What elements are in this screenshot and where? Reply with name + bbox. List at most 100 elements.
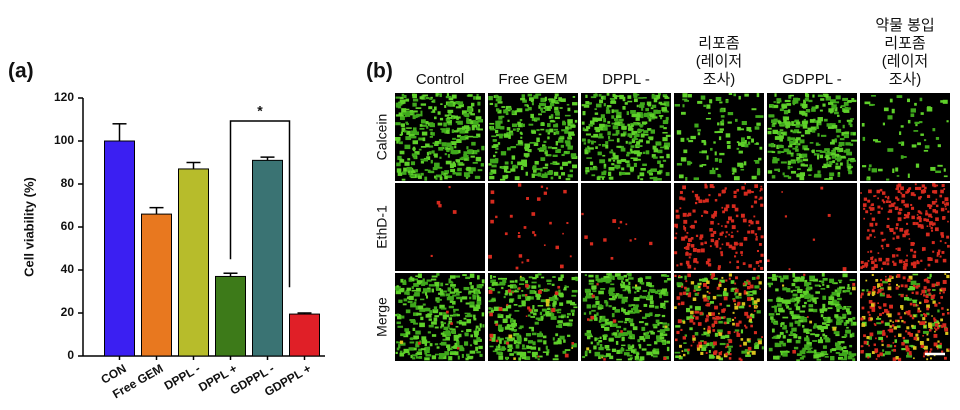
micrograph [395,183,485,271]
cell-green [786,350,788,352]
cell-green [441,333,444,335]
cell-red [718,223,720,225]
bar [142,214,172,356]
cell-green [561,129,566,131]
cell-red [680,329,682,331]
cell-red [893,237,895,239]
cell-green [528,340,533,343]
cell-red [688,238,692,242]
cell-green [400,97,404,99]
cell-green [662,315,665,317]
y-tick-label: 20 [61,305,75,319]
cell-green [627,101,632,103]
cell-red [896,223,899,226]
cell-green [584,105,589,108]
cell-red [701,215,703,217]
cell-red [681,237,685,241]
cell-green [757,171,760,175]
cell-green [604,103,606,106]
cell-red [758,227,761,230]
cell-red [685,236,688,239]
cell-red [930,348,932,350]
cell-red [518,183,521,186]
cell-green [757,310,761,313]
cell-green [634,150,640,154]
cell-green [529,124,534,126]
bar [179,169,209,356]
cell-green [518,140,523,144]
cell-red [882,332,884,334]
cell-red [935,217,939,221]
cell-green [800,316,804,320]
cell-red [922,335,924,337]
cell-red [750,325,753,328]
cell-green [668,143,670,147]
cell-red [596,283,598,285]
cell-red [874,236,876,238]
cell-green [400,279,403,283]
cell-green [495,95,498,99]
cell-green [769,285,771,287]
cell-red [581,213,583,215]
cell-green [932,323,935,327]
cell-red [721,277,723,279]
cell-green [826,178,828,180]
cell-red [754,310,756,312]
cell-red [709,292,711,294]
cell-red [741,214,745,218]
cell-green [774,323,779,325]
cell-green [397,314,399,316]
cell-red [759,243,762,246]
cell-green [543,336,547,339]
cell-red [694,268,696,270]
cell-red [640,310,642,312]
cell-red [721,254,723,256]
cell-green [937,165,942,167]
cell-green [480,323,482,327]
cell-green [839,287,845,289]
cell-green [563,351,567,354]
cell-green [812,130,816,133]
cell-green [548,99,554,101]
cell-green [843,125,845,128]
cell-red [757,250,759,252]
cell-green [820,151,826,153]
cell-green [787,137,790,141]
cell-green [664,280,667,282]
cell-green [781,161,787,163]
cell-red [882,330,884,332]
cell-red [694,258,698,262]
cell-red [734,195,737,198]
cell-green [406,99,410,102]
cell-green [791,328,796,332]
cell-green [431,321,437,324]
cell-red [736,333,740,337]
cell-red [862,307,865,310]
cell-red [941,208,945,212]
cell-green [529,327,534,329]
cell-red [687,232,689,234]
cell-green [554,132,556,135]
cell-green [664,97,669,99]
cell-red [867,293,870,296]
cell-green [621,308,623,312]
cell-red [896,185,899,188]
cell-green [511,161,513,164]
cell-red [726,231,728,233]
cell-green [440,283,443,287]
cell-red [489,339,491,341]
cell-green [448,328,452,330]
cell-green [440,177,443,181]
cell-green [663,96,668,98]
cell-green [612,134,618,136]
cell-green [617,330,619,333]
cell-green [591,96,596,98]
cell-green [788,109,790,113]
cell-red [864,341,868,345]
cell-red [932,201,936,205]
cell-green [520,137,522,139]
cell-green [789,322,793,326]
cell-green [646,140,650,143]
cell-green [410,303,416,307]
cell-green [796,340,801,343]
